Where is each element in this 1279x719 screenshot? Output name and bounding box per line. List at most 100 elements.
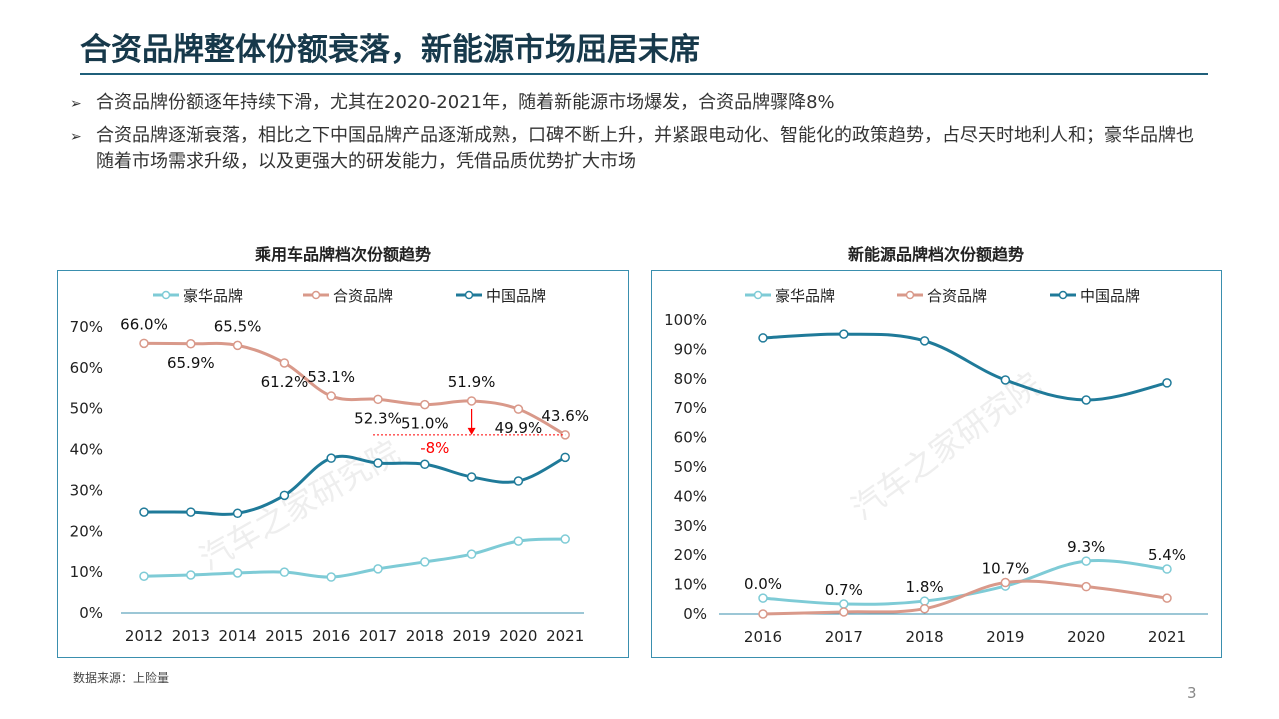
data-point	[186, 570, 196, 580]
data-point	[1000, 375, 1011, 385]
data-point	[919, 603, 930, 614]
data-label: 0.7%	[825, 581, 863, 599]
slide-title: 合资品牌整体份额衰落，新能源市场屈居末席	[80, 32, 700, 68]
chart-svg: 汽车之家研究院 0% 10% 20% 30% 40% 50% 60% 70% 2012 2013 20…	[70, 287, 589, 645]
x-tick-label: 2021	[1148, 628, 1186, 646]
data-label: 43.6%	[541, 407, 589, 425]
data-point	[466, 396, 477, 406]
y-tick-label: 50%	[70, 400, 103, 418]
data-point	[139, 338, 149, 349]
data-label: 61.2%	[261, 373, 309, 391]
chart-title-passenger: 乘用车品牌档次份额趋势	[254, 245, 431, 264]
y-tick-label: 30%	[70, 481, 103, 499]
chart-svg: 汽车之家研究院 0% 10% 20% 30% 40% 50% 60% 70% 80% 90% 100%…	[664, 287, 1208, 646]
legend-label: 中国品牌	[1080, 287, 1140, 305]
data-point	[373, 458, 383, 468]
data-point	[279, 358, 290, 368]
y-tick-label: 40%	[70, 441, 103, 459]
series-line-0	[143, 537, 566, 579]
arrow-bullet-icon: ➢	[70, 129, 82, 145]
x-tick-label: 2018	[406, 627, 444, 645]
legend-label: 合资品牌	[333, 287, 393, 305]
data-point	[466, 549, 477, 559]
data-point	[326, 572, 336, 582]
data-point	[839, 607, 849, 617]
data-point	[758, 333, 768, 343]
data-point	[139, 507, 149, 517]
data-point	[420, 459, 430, 470]
data-label: 52.3%	[354, 409, 402, 427]
data-label: 66.0%	[120, 315, 168, 333]
data-point	[326, 453, 336, 463]
data-label: 65.9%	[167, 354, 215, 372]
x-tick-label: 2015	[265, 627, 303, 645]
data-point	[919, 596, 930, 606]
data-source: 数据来源：上险量	[73, 671, 170, 685]
x-tick-label: 2018	[906, 628, 944, 646]
data-point	[373, 564, 383, 574]
legend-marker	[161, 290, 171, 300]
x-tick-label: 2016	[744, 628, 782, 646]
data-point	[420, 557, 430, 567]
nev-share-chart: 汽车之家研究院 0% 10% 20% 30% 40% 50% 60% 70% 80% 90% 100%…	[651, 270, 1222, 658]
y-tick-label: 60%	[674, 429, 707, 447]
legend-marker	[311, 290, 321, 300]
data-point	[513, 536, 524, 546]
x-tick-label: 2020	[499, 627, 537, 645]
data-point	[1162, 593, 1172, 603]
data-point	[1162, 564, 1172, 574]
data-point	[232, 568, 243, 578]
data-point	[839, 329, 849, 339]
x-tick-label: 2021	[546, 627, 584, 645]
x-tick-label: 2017	[359, 627, 397, 645]
data-point	[1162, 378, 1172, 388]
data-point	[279, 490, 290, 501]
arrow-head-icon	[467, 427, 476, 435]
series-line-2	[762, 332, 1168, 402]
y-tick-label: 0%	[683, 605, 707, 623]
legend-label: 中国品牌	[486, 287, 546, 305]
page-number: 3	[1187, 684, 1197, 702]
x-tick-label: 2013	[172, 627, 210, 645]
data-point	[839, 599, 849, 609]
legend-label: 豪华品牌	[775, 287, 835, 305]
data-point	[1081, 581, 1091, 592]
y-tick-label: 50%	[674, 458, 707, 476]
data-point	[373, 394, 383, 405]
data-label: 53.1%	[307, 368, 355, 386]
data-point	[1081, 395, 1091, 405]
bullet-text: 合资品牌逐渐衰落，相比之下中国品牌产品逐渐成熟，口碑不断上升，并紧跟电动化、智能…	[96, 125, 1194, 172]
data-point	[232, 508, 243, 519]
watermark: 汽车之家研究院	[844, 365, 1048, 527]
legend-marker	[464, 290, 474, 300]
bullet-text: 合资品牌份额逐年持续下滑，尤其在2020-2021年，随着新能源市场爆发，合资品…	[96, 92, 835, 113]
legend-marker	[753, 290, 763, 300]
data-point	[758, 609, 768, 619]
arrow-bullet-icon: ➢	[70, 96, 82, 112]
data-label: 5.4%	[1148, 546, 1186, 564]
y-tick-label: 80%	[674, 370, 707, 388]
y-tick-label: 70%	[70, 318, 103, 336]
data-point	[326, 391, 336, 401]
x-tick-label: 2019	[453, 627, 491, 645]
data-point	[513, 404, 524, 414]
watermark: 汽车之家研究院	[193, 433, 406, 578]
data-point	[420, 399, 430, 410]
data-label: 51.0%	[401, 415, 449, 433]
x-tick-label: 2019	[986, 628, 1024, 646]
x-tick-label: 2012	[125, 627, 163, 645]
x-tick-label: 2020	[1067, 628, 1105, 646]
legend-marker	[1058, 290, 1068, 300]
legend-marker	[905, 290, 915, 300]
data-label: 10.7%	[982, 560, 1030, 578]
y-tick-label: 40%	[674, 487, 707, 505]
annotation-label: -8%	[420, 439, 449, 457]
data-point	[1000, 577, 1011, 588]
data-point	[232, 340, 243, 351]
data-label: 0.0%	[744, 575, 782, 593]
passenger-share-chart: 汽车之家研究院 0% 10% 20% 30% 40% 50% 60% 70% 2012 2013 20…	[57, 270, 629, 658]
legend-label: 合资品牌	[927, 287, 987, 305]
bullet-item: ➢ 合资品牌份额逐年持续下滑，尤其在2020-2021年，随着新能源市场爆发，合…	[70, 90, 1210, 117]
data-point	[513, 476, 524, 486]
